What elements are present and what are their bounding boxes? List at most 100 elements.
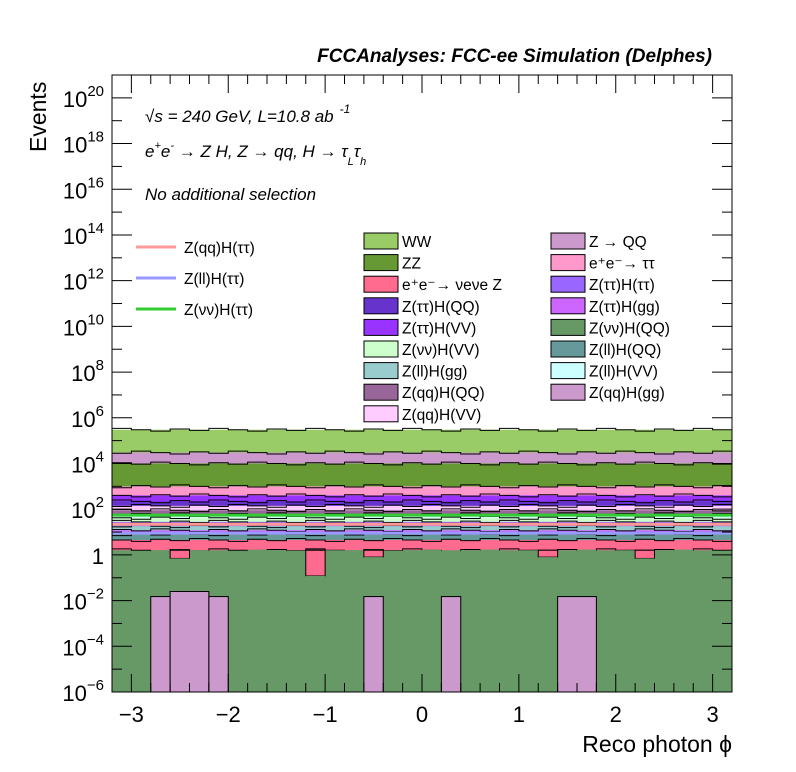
znunuhqq-bin bbox=[325, 550, 345, 692]
znunuhqq-bin-below-dip bbox=[538, 557, 558, 692]
legend-signal: Z(qq)H(ττ) Z(ll)H(ττ) Z(νν)H(ττ) bbox=[136, 240, 255, 319]
stack-layer-edge bbox=[112, 503, 732, 508]
legend-bkg-label: Z(qq)H(gg) bbox=[589, 385, 665, 402]
y-tick-label: 1016 bbox=[63, 174, 104, 203]
stack-layer-edge bbox=[112, 528, 732, 533]
zqqhgg-bin bbox=[150, 596, 171, 693]
x-axis-ticks: −3 −2 −1 0 1 2 3 bbox=[111, 75, 733, 727]
znunuhqq-bin-below-dip bbox=[635, 558, 655, 692]
znunuhqq-bin-below-dip bbox=[305, 575, 326, 692]
stack-layer-edge bbox=[112, 427, 732, 432]
legend-bkg-label: WW bbox=[402, 234, 432, 251]
signal-lines bbox=[112, 513, 732, 535]
legend-bkg-label: Z(ττ)H(ττ) bbox=[589, 277, 655, 294]
legend-bkg-swatch bbox=[363, 275, 399, 293]
legend-bkg-swatch bbox=[363, 362, 399, 380]
y-tick-label: 1012 bbox=[63, 266, 104, 295]
legend-bkg-swatch bbox=[363, 297, 399, 315]
stack-layer-edge bbox=[112, 538, 732, 542]
legend-bkg-label: Z(ττ)H(VV) bbox=[402, 320, 476, 337]
legend-bkg-swatch bbox=[363, 232, 399, 250]
legend-bkg-label: Z(ττ)H(gg) bbox=[589, 299, 660, 316]
zqqhgg-bin bbox=[169, 590, 210, 693]
zqqhgg-bin bbox=[208, 596, 229, 693]
y-tick-label: 10−2 bbox=[62, 586, 104, 615]
znunuhqq-bin bbox=[499, 550, 519, 692]
enuenuz-dip-edge bbox=[634, 549, 655, 559]
legend-bkg-swatch bbox=[363, 340, 399, 358]
y-tick-label: 1018 bbox=[63, 129, 104, 158]
znunuhqq-bin bbox=[112, 550, 132, 692]
enuenuz-dip-edge bbox=[169, 549, 190, 559]
legend-bkg-label: Z(qq)H(QQ) bbox=[402, 385, 485, 402]
legend-bkg-swatch bbox=[550, 318, 586, 336]
znunuhqq-bin bbox=[228, 550, 248, 692]
zqqhgg-bin bbox=[440, 596, 462, 693]
stack-layer-edge bbox=[112, 515, 732, 520]
znunuhqq-bin bbox=[596, 550, 616, 692]
znunuhqq-bin bbox=[518, 550, 539, 692]
znunuhqq-bin bbox=[344, 550, 364, 692]
sqrt-symbol: √ bbox=[145, 107, 155, 126]
znunuhqq-bin bbox=[267, 550, 287, 692]
stack-layer-edge bbox=[112, 519, 732, 524]
legend-bkg-label: Z(ll)H(VV) bbox=[589, 364, 658, 381]
stack-layer-edge bbox=[112, 484, 732, 489]
x-tick-label: 3 bbox=[707, 702, 719, 727]
znunuhqq-bin bbox=[673, 549, 694, 692]
legend-bkg-swatch bbox=[550, 340, 586, 358]
znunuhqq-bin bbox=[286, 550, 306, 692]
znunuhqq-bin bbox=[615, 550, 636, 692]
y-axis-ticks: 10−6 10−4 10−2 1 102 104 106 108 1010 1012 1014 101… bbox=[62, 83, 732, 706]
y-tick-label: 104 bbox=[71, 448, 104, 477]
legend-bkg-swatch bbox=[363, 383, 399, 401]
y-axis-label: Events bbox=[25, 82, 51, 152]
znunuhqq-bin bbox=[402, 550, 422, 692]
znunuhqq-bin bbox=[712, 550, 732, 692]
legend-bkg-label: Z(νν)H(QQ) bbox=[589, 320, 670, 337]
legend-bkg-label: e⁺e⁻→ νeνe Z bbox=[402, 277, 502, 294]
histogram-stack bbox=[112, 228, 732, 693]
y-tick-label: 1 bbox=[92, 544, 104, 569]
legend-bkg-label: Z(qq)H(VV) bbox=[402, 407, 481, 424]
legend-background: WW ZZ e⁺e⁻→ νeνe Z Z(ττ)H(QQ) Z(ττ)H(VV) Z(νν… bbox=[363, 232, 670, 424]
y-tick-label: 10−4 bbox=[62, 631, 104, 660]
znunuhqq-bin bbox=[460, 550, 481, 692]
y-tick-label: 106 bbox=[71, 403, 104, 432]
legend-bkg-swatch bbox=[550, 232, 586, 250]
stack-layer-edge bbox=[112, 461, 732, 466]
znunuhqq-bin bbox=[422, 549, 442, 692]
y-tick-label: 1020 bbox=[63, 83, 104, 112]
znunuhqq-bin bbox=[383, 550, 403, 692]
x-axis-label: Reco photon ϕ bbox=[582, 731, 732, 757]
legend-bkg-label: Z(ll)H(QQ) bbox=[589, 342, 661, 359]
legend-bkg-swatch bbox=[363, 405, 399, 423]
legend-bkg-label: Z(ll)H(gg) bbox=[402, 364, 467, 381]
znunuhqq-bin bbox=[131, 550, 151, 692]
y-tick-label: 1010 bbox=[63, 311, 104, 340]
energy-annotation: √s = 240 GeV, L=10.8 ab -1 bbox=[145, 102, 350, 126]
legend-bkg-swatch bbox=[363, 318, 399, 336]
legend-bkg-label: e⁺e⁻→ ττ bbox=[589, 256, 655, 273]
x-tick-label: 1 bbox=[513, 702, 525, 727]
x-tick-label: 0 bbox=[416, 702, 428, 727]
y-tick-label: 10−6 bbox=[62, 677, 104, 706]
legend-bkg-swatch bbox=[550, 275, 586, 293]
enuenuz-dip-edge bbox=[305, 549, 326, 577]
energy-text: s = 240 GeV, L=10.8 ab -1 bbox=[154, 102, 350, 126]
znunuhqq-bin bbox=[480, 549, 500, 692]
legend-bkg-label: Z(νν)H(VV) bbox=[402, 342, 480, 359]
stack-layer-edge bbox=[112, 450, 732, 455]
stack-layer-edge bbox=[112, 493, 732, 498]
stack-layer-edge bbox=[112, 548, 732, 553]
legend-bkg-swatch bbox=[550, 254, 586, 272]
annotations: √s = 240 GeV, L=10.8 ab -1 e+e- → Z H, Z … bbox=[145, 102, 366, 204]
legend-signal-label: Z(νν)H(ττ) bbox=[184, 302, 253, 319]
selection-annotation: No additional selection bbox=[145, 185, 316, 204]
legend-signal-label: Z(qq)H(ττ) bbox=[184, 240, 255, 257]
process-annotation: e+e- → Z H, Z → qq, H → τLτh bbox=[145, 140, 366, 168]
x-tick-label: −2 bbox=[216, 702, 241, 727]
stack-layer-edge bbox=[112, 499, 732, 504]
legend-signal-label: Z(ll)H(ττ) bbox=[184, 271, 244, 288]
y-tick-label: 1014 bbox=[63, 220, 104, 249]
